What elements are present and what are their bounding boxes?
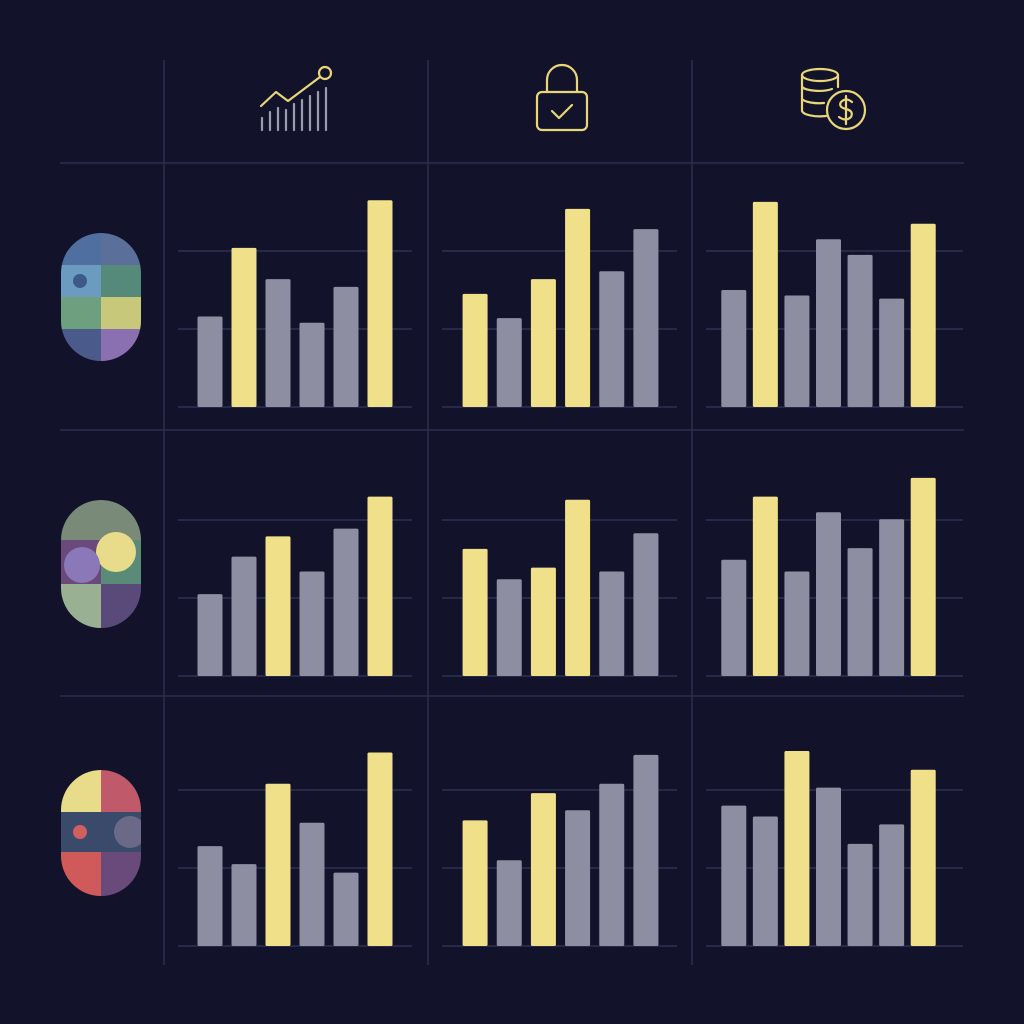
bar [752,496,778,676]
cell-separators [60,60,964,965]
bar [197,594,223,676]
bar [496,318,522,407]
bar [565,208,591,407]
bar [530,279,556,407]
bar [265,279,291,407]
bar [231,864,257,946]
bar [367,200,393,407]
bar [847,254,873,407]
bar [879,824,905,946]
bar [910,769,936,946]
bar [565,810,591,946]
bar [784,751,810,946]
bar [816,239,841,407]
bar [599,271,625,407]
bar [599,571,625,676]
bar [231,247,257,407]
bar [721,805,747,946]
bar [847,548,873,676]
row-icon [61,500,141,628]
bar [462,820,488,946]
bar [462,293,488,407]
bar [784,571,810,676]
coins-icon [800,67,867,131]
bar [197,316,223,407]
bar [231,556,257,676]
bar [910,477,936,676]
bar [333,872,359,946]
bar [752,816,778,946]
bar [633,754,659,946]
bar [721,559,747,676]
bar [879,519,905,676]
bar [816,787,841,946]
bar [633,229,659,407]
bar [299,322,325,407]
bar [530,567,556,676]
bar [599,783,625,946]
bar [333,528,359,676]
bar [299,822,325,946]
bar [299,571,325,676]
bar [496,579,522,676]
bar [333,286,359,407]
bar [496,860,522,946]
bar [565,499,591,676]
bar [784,295,810,407]
bar [633,533,659,676]
bar [910,223,936,407]
bar [197,846,223,946]
lock-icon [535,63,589,132]
row-icon [61,233,141,361]
bar [721,290,747,407]
bar [367,752,393,946]
bar [367,496,393,676]
bar [847,843,873,946]
bar [265,783,291,946]
bar [752,201,778,407]
bar [462,548,488,676]
bar [530,793,556,946]
trend-icon [259,65,333,132]
bar [816,512,841,676]
bar [879,298,905,407]
row-icon [61,770,141,896]
bar [265,536,291,676]
